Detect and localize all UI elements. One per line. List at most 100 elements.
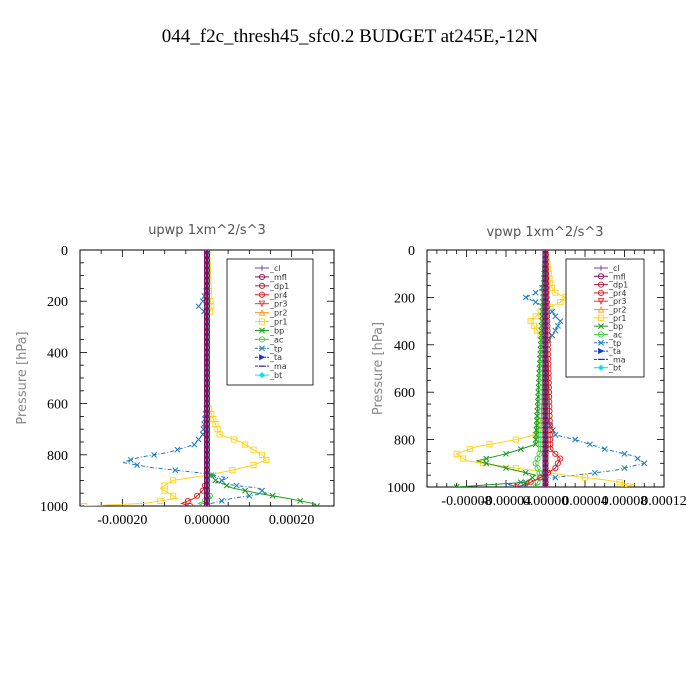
legend-marker-pr1 xyxy=(258,318,266,325)
legend-marker-bt xyxy=(258,372,266,379)
series-marker-tp xyxy=(218,497,225,504)
series-marker-pr1 xyxy=(216,431,223,438)
series-marker-tp xyxy=(233,482,240,489)
legend-marker-cl xyxy=(598,265,604,271)
x-tick-label: -0.00004 xyxy=(481,494,531,509)
series-marker-tp xyxy=(586,441,593,448)
series-marker-mfl xyxy=(542,455,549,462)
series-marker-pr1 xyxy=(616,479,623,486)
legend: _cl_mfl_dp1_pr4_pr3_pr2_pr1_bp_ac_tp_ta_… xyxy=(565,258,645,378)
y-tick-label: 400 xyxy=(47,346,68,361)
series-marker-bp xyxy=(269,492,276,499)
series-marker-mfl xyxy=(542,251,549,258)
series-marker-pr4 xyxy=(512,483,519,487)
series-marker-pr1 xyxy=(552,289,559,296)
y-tick-label: 600 xyxy=(394,386,415,401)
series-marker-mfl xyxy=(542,303,549,310)
series-marker-bp xyxy=(532,436,539,443)
legend-label: _pr2 xyxy=(608,306,626,315)
series-marker-mfl xyxy=(542,446,549,453)
series-marker-pr1 xyxy=(258,451,266,458)
y-tick-label: 1000 xyxy=(387,481,415,496)
y-tick-label: 600 xyxy=(47,398,68,413)
series-marker-mfl xyxy=(542,346,549,353)
series-marker-mfl xyxy=(542,289,549,296)
series-marker-mfl xyxy=(542,436,549,443)
series-marker-mfl xyxy=(542,327,549,334)
legend-label: _pr3 xyxy=(269,300,287,309)
series-marker-pr1 xyxy=(534,327,541,334)
series-marker-mfl xyxy=(542,351,549,358)
series-marker-pr1 xyxy=(527,318,534,325)
series-marker-tp xyxy=(532,289,539,296)
series-marker-tp xyxy=(191,441,198,448)
series-marker-bp xyxy=(532,441,539,448)
series-marker-tp xyxy=(621,450,628,457)
series-marker-mfl xyxy=(542,469,549,476)
legend-label: _pr4 xyxy=(269,291,287,300)
series-marker-pr4 xyxy=(187,502,194,506)
legend-label: _pr2 xyxy=(269,309,287,318)
series-marker-tp xyxy=(601,446,608,453)
series-marker-pr1 xyxy=(621,483,628,487)
series-marker-tp xyxy=(549,332,556,339)
series-marker-bp xyxy=(483,455,490,462)
x-tick-label: -0.00008 xyxy=(441,494,491,509)
series-marker-bp xyxy=(297,497,304,504)
legend-marker-pr2 xyxy=(597,305,605,313)
legend-label: _ac xyxy=(608,330,622,339)
series-marker-pr4 xyxy=(554,460,561,467)
x-tick-label: 0.00008 xyxy=(602,494,648,509)
series-marker-pr1 xyxy=(530,322,538,329)
series-marker-mfl xyxy=(542,275,549,282)
series-marker-ac xyxy=(532,483,539,487)
series-marker-pr4 xyxy=(184,497,191,504)
series-marker-tp xyxy=(634,455,641,462)
series-marker-tp xyxy=(572,436,579,443)
series-marker-tp xyxy=(552,474,559,481)
legend-marker-pr4 xyxy=(597,289,605,296)
legend-label: _dp1 xyxy=(608,281,628,290)
series-marker-mfl xyxy=(203,502,211,506)
series-marker-pr4 xyxy=(194,492,201,499)
series-marker-bp xyxy=(522,469,529,476)
legend-marker-cl xyxy=(259,265,265,271)
series-marker-tp xyxy=(552,431,559,438)
series-marker-pr1 xyxy=(229,467,236,474)
series-marker-pr4 xyxy=(552,464,559,472)
series-marker-mfl xyxy=(542,308,549,315)
legend-label: _ma xyxy=(269,362,287,371)
legend-marker-ta xyxy=(598,347,605,355)
legend-marker-mfl xyxy=(258,273,266,280)
x-tick-label: 0.00004 xyxy=(562,494,608,509)
series-marker-mfl xyxy=(542,322,549,329)
legend-marker-pr1 xyxy=(597,314,605,321)
series-marker-bp xyxy=(533,431,540,438)
series-marker-mfl xyxy=(542,389,549,396)
series-marker-mfl xyxy=(542,431,549,438)
series-marker-mfl xyxy=(542,250,549,254)
series-marker-bp xyxy=(212,477,219,484)
legend-marker-ac xyxy=(258,336,266,343)
series-marker-mfl xyxy=(542,474,549,481)
legend-label: _cl xyxy=(269,264,281,273)
series-marker-mfl xyxy=(542,379,549,386)
legend-label: _dp1 xyxy=(269,282,289,291)
series-marker-mfl xyxy=(542,427,549,434)
legend-marker-tp xyxy=(598,339,604,346)
series-marker-tp xyxy=(522,294,529,301)
series-marker-mfl xyxy=(542,294,549,301)
chart-panels: upwp 1xm^2/s^3 Pressure [hPa] 0 200 400 600 80… xyxy=(15,223,687,528)
series-marker-pr1 xyxy=(512,436,519,443)
legend-box xyxy=(226,258,314,386)
series-marker-pr1 xyxy=(250,461,257,469)
legend-marker-dp1 xyxy=(258,282,266,289)
series-marker-mfl xyxy=(542,256,549,263)
series-marker-tp xyxy=(151,451,158,458)
y-tick-label: 200 xyxy=(47,295,68,310)
series-marker-bp xyxy=(242,487,249,494)
series-marker-bp xyxy=(503,465,509,471)
series-marker-tp xyxy=(552,313,559,320)
legend-marker-pr3 xyxy=(258,300,266,308)
y-tick-label: 0 xyxy=(408,244,415,259)
